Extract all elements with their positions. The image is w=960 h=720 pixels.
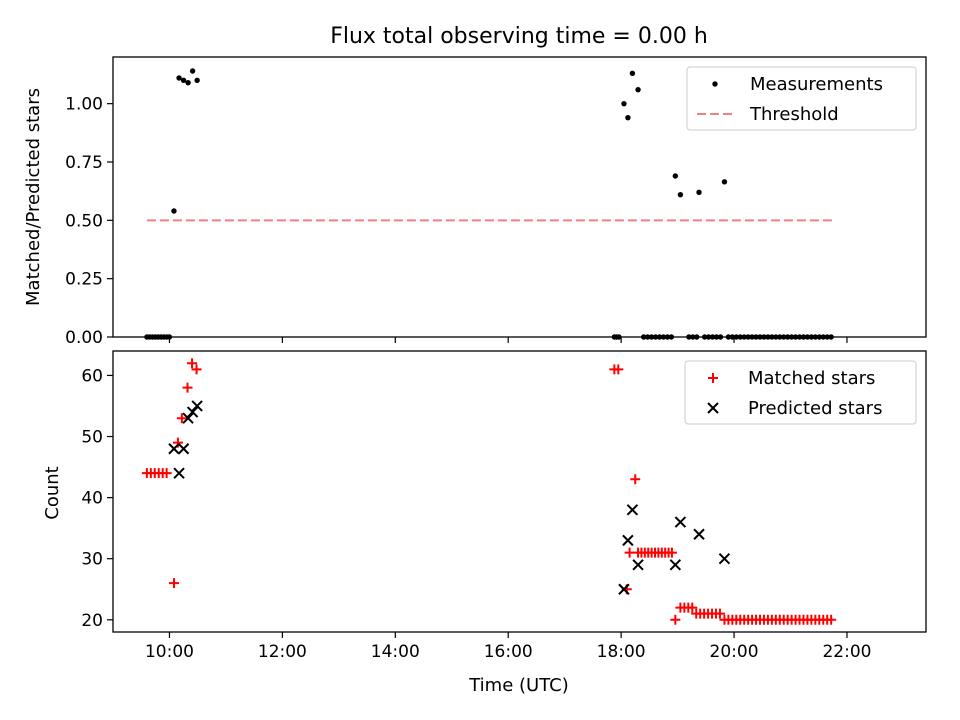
matched-stars-point: [161, 468, 172, 479]
chart-title: Flux total observing time = 0.00 h: [330, 24, 708, 49]
predicted-stars-point: [168, 443, 180, 455]
matched-stars-point: [714, 608, 725, 619]
measurements-point: [180, 77, 187, 84]
y-tick-label: 0.25: [65, 270, 103, 290]
measurements-point: [635, 86, 641, 93]
predicted-stars-point: [693, 528, 705, 540]
top-panel: 0.00 0.25 0.50 0.75 1.00 Matched/Predicted s…: [23, 56, 927, 348]
matched-stars-point: [630, 474, 641, 485]
predicted-stars-point: [182, 412, 194, 424]
x-tick-label: 22:00: [822, 642, 871, 662]
matched-stars-point: [666, 547, 677, 558]
measurements-point: [176, 75, 182, 81]
y-tick-label: 50: [81, 428, 103, 448]
top-legend: Measurements Threshold: [686, 66, 917, 131]
predicted-stars-point: [173, 467, 185, 479]
top-axes-frame: [112, 56, 927, 338]
bottom-axes-frame: [112, 350, 927, 633]
y-tick-label: 1.00: [65, 95, 103, 115]
x-tick-label: 18:00: [597, 642, 646, 662]
matched-stars-point: [168, 578, 179, 589]
matched-stars-point: [182, 382, 193, 393]
legend-measurements-handle: [712, 81, 718, 87]
predicted-stars-point: [674, 516, 687, 528]
measurements-point: [171, 208, 177, 214]
matched-stars-point: [670, 614, 681, 625]
legend-box: [686, 66, 917, 131]
predicted-stars-point: [186, 406, 199, 418]
x-tick-label: 12:00: [258, 642, 307, 662]
predicted-stars-point: [191, 400, 203, 412]
top-y-axis-label: Matched/Predicted stars: [23, 88, 44, 306]
predicted-stars-point: [669, 559, 682, 571]
x-axis-label: Time (UTC): [468, 675, 569, 696]
predicted-stars-point: [626, 504, 639, 516]
measurements-point: [721, 179, 728, 185]
measurements-point: [621, 100, 627, 107]
y-tick-label: 0.75: [65, 153, 103, 173]
legend-label: Threshold: [749, 104, 839, 125]
measurements-point: [194, 77, 200, 84]
measurements-point: [189, 68, 196, 74]
legend-predicted-stars-handle: [707, 402, 719, 414]
predicted-stars-point: [177, 443, 190, 455]
predicted-stars-point: [718, 552, 731, 565]
predicted-stars-point: [632, 559, 644, 571]
y-tick-label: 0.00: [65, 328, 103, 348]
x-tick-label: 10:00: [145, 642, 194, 662]
legend-label: Predicted stars: [748, 398, 882, 419]
y-tick-label: 0.50: [65, 211, 103, 231]
matched-stars-point: [826, 614, 837, 625]
legend-box: [684, 360, 917, 425]
matched-stars-point: [613, 364, 624, 375]
predicted-stars-point: [618, 583, 630, 595]
measurements-point: [629, 70, 636, 77]
bottom-panel: 10:00 12:00 14:00 16:00 18:00 20:00 22:00 20 30 4…: [42, 350, 927, 696]
measurements-point: [677, 191, 684, 198]
matched-stars-point: [624, 547, 635, 558]
matched-stars-point: [176, 413, 187, 424]
measurements-point: [625, 114, 631, 121]
matched-stars-point: [191, 364, 202, 375]
bottom-y-axis-label: Count: [42, 466, 63, 519]
x-tick-label: 20:00: [710, 642, 759, 662]
measurements-point: [672, 173, 679, 179]
measurements-point: [185, 79, 191, 86]
measurements-point: [696, 189, 702, 196]
bottom-axes: 10:00 12:00 14:00 16:00 18:00 20:00 22:00 20 30 4…: [81, 366, 871, 662]
y-tick-label: 30: [81, 550, 103, 570]
legend-label: Measurements: [750, 74, 883, 95]
bottom-legend: Matched stars Predicted stars: [684, 360, 917, 425]
bottom-data-marks: [141, 358, 837, 625]
top-axes: 0.00 0.25 0.50 0.75 1.00: [65, 95, 848, 348]
legend-label: Matched stars: [748, 368, 875, 389]
y-tick-label: 60: [81, 366, 103, 386]
legend-matched-stars-handle: [708, 373, 718, 383]
y-tick-label: 40: [81, 489, 103, 509]
matched-stars-point: [187, 358, 198, 369]
x-tick-label: 16:00: [484, 642, 533, 662]
predicted-stars-point: [622, 534, 634, 547]
x-tick-label: 14:00: [371, 642, 420, 662]
y-tick-label: 20: [81, 611, 103, 631]
matched-stars-point: [687, 602, 698, 613]
